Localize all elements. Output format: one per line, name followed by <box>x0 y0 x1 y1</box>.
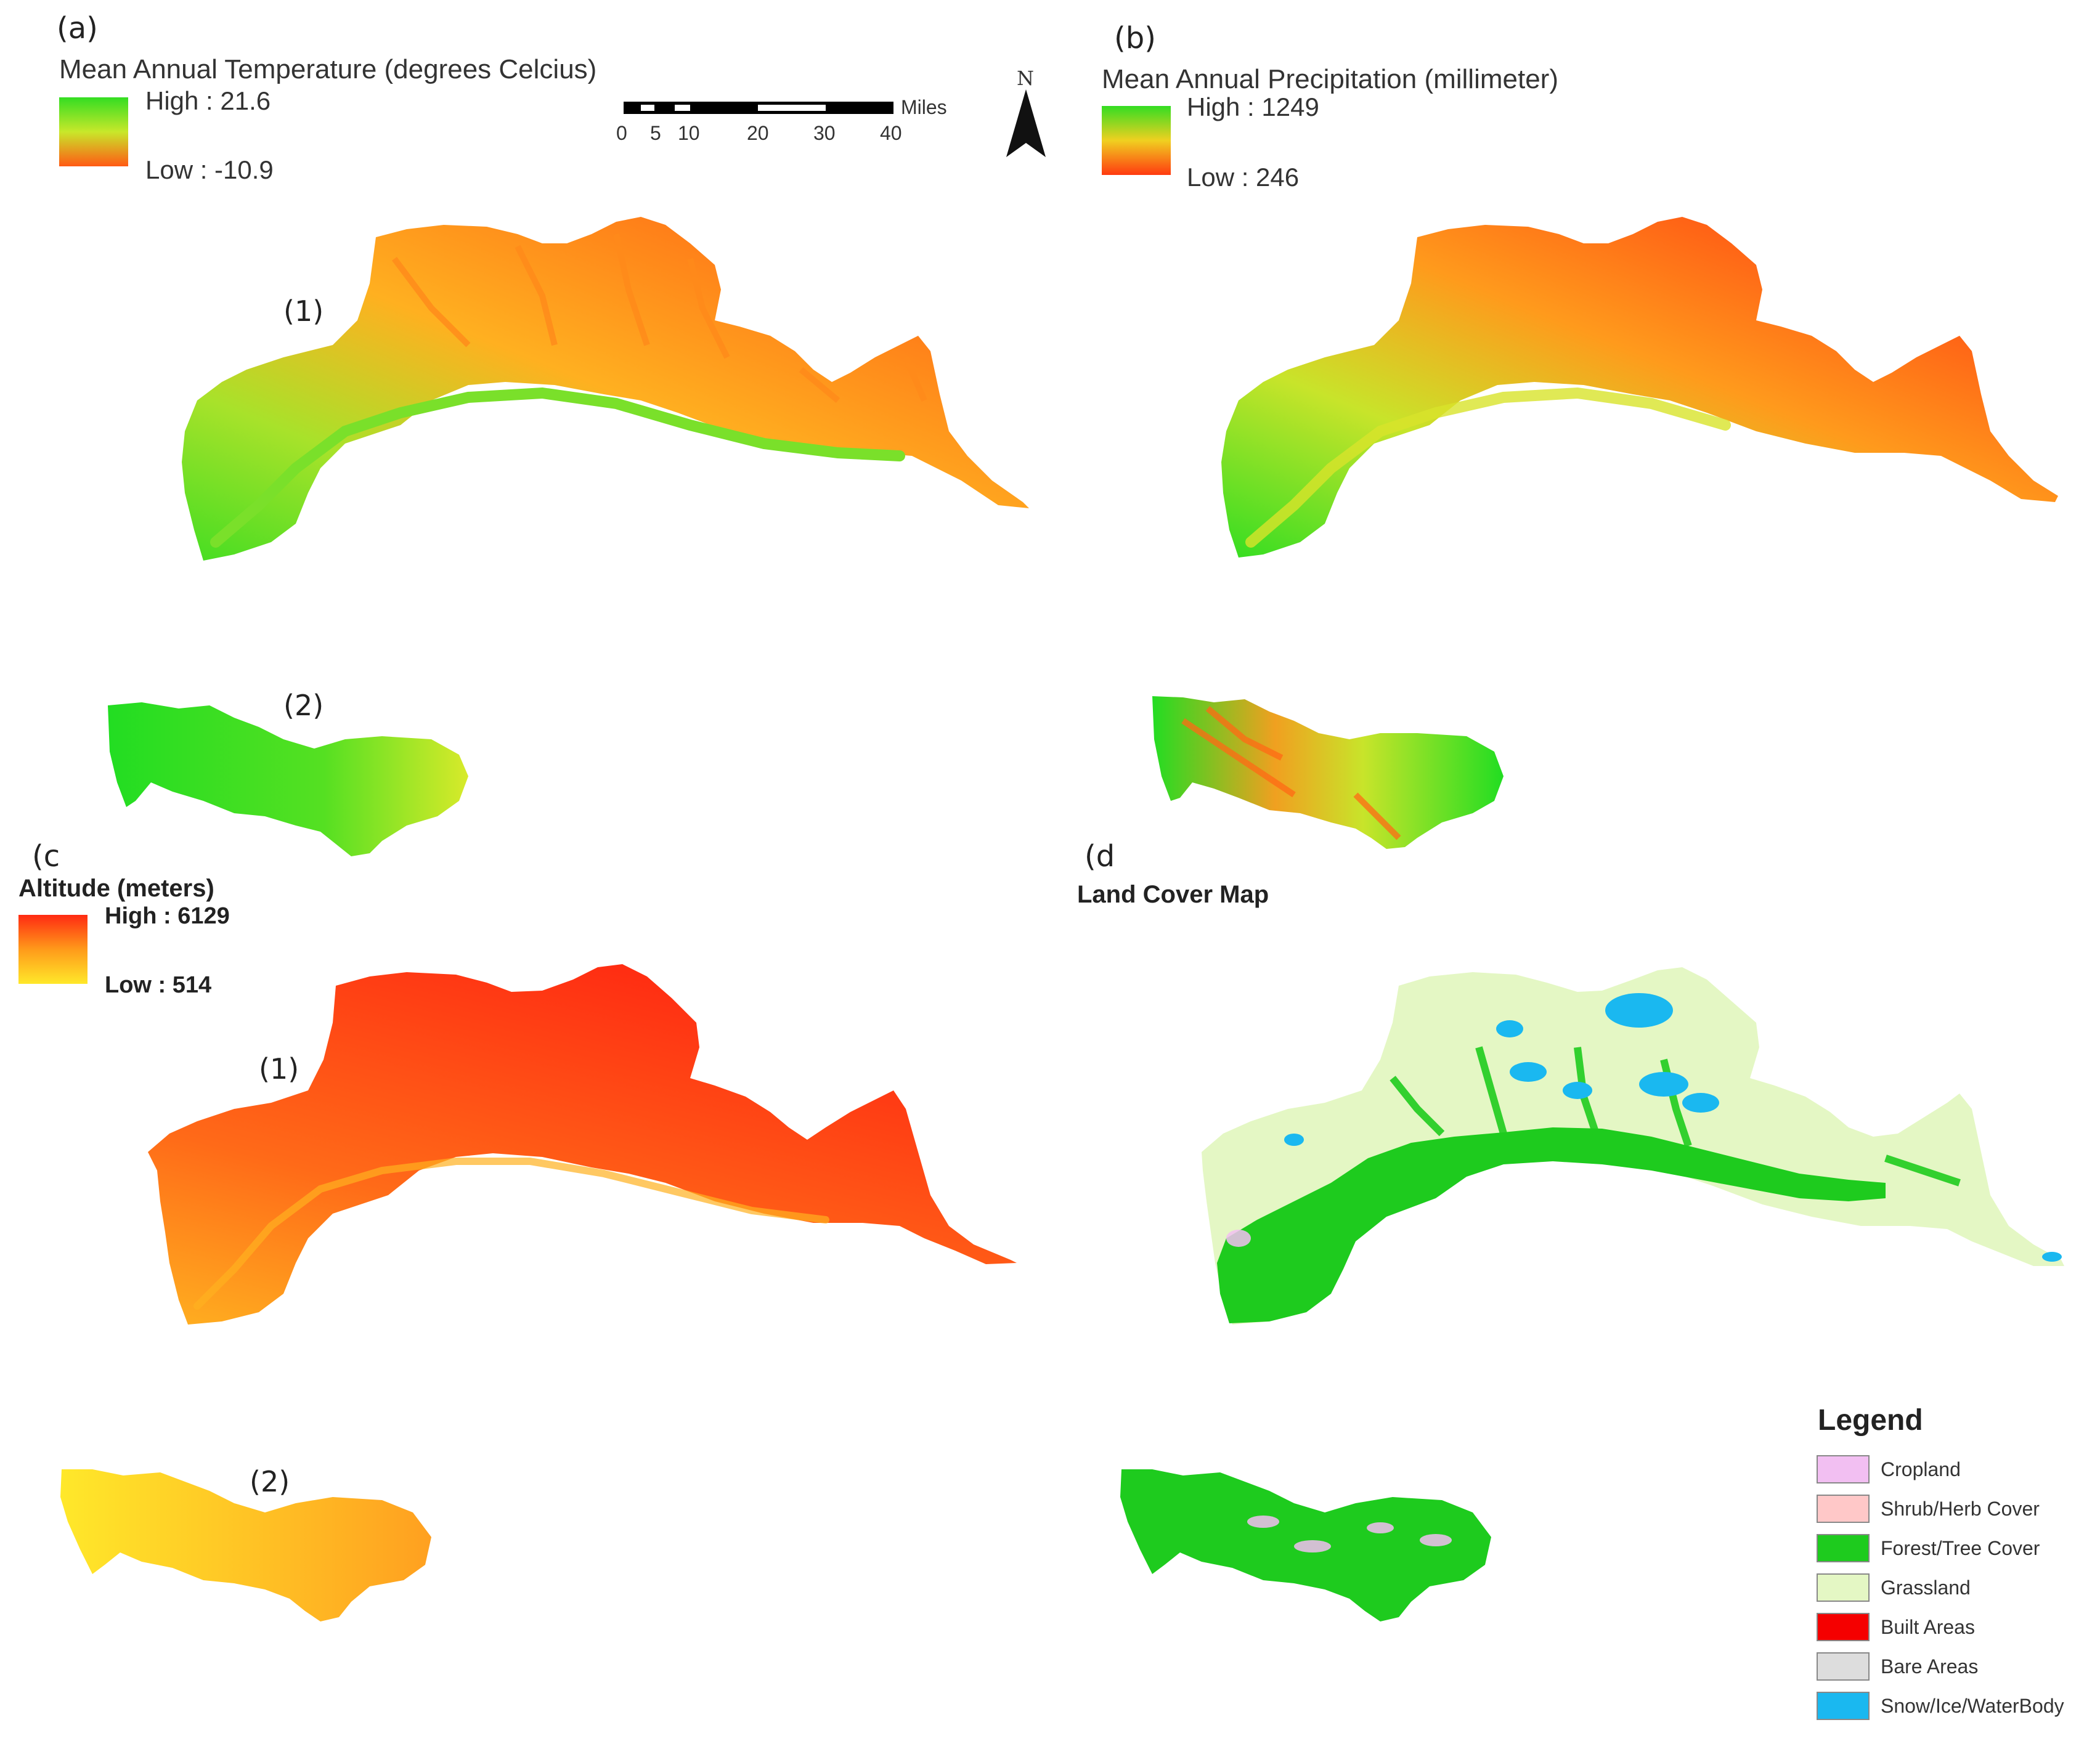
scale-tick-0: 0 <box>616 122 627 144</box>
landcover-legend-item: Shrub/Herb Cover <box>1817 1495 2040 1523</box>
landcover-legend-swatch <box>1817 1573 1870 1602</box>
landcover-legend-swatch <box>1817 1455 1870 1483</box>
landcover-legend-item: Cropland <box>1817 1455 1961 1483</box>
altitude-legend-high: High : 6129 <box>105 903 230 929</box>
panel-a-title: Mean Annual Temperature (degrees Celcius… <box>59 54 597 84</box>
precipitation-main-watershed <box>1221 217 2058 558</box>
altitude-legend-low: Low : 514 <box>105 972 212 998</box>
precipitation-small-watershed <box>1152 696 1504 849</box>
altitude-main-watershed <box>148 964 1017 1325</box>
temperature-valley-line <box>210 387 905 548</box>
precipitation-valley-line <box>1245 387 1731 548</box>
precipitation-legend-low: Low : 246 <box>1187 163 1300 192</box>
landcover-snow-patches <box>1284 993 2062 1262</box>
temperature-main-watershed <box>182 217 1029 561</box>
panel-c-tag: (c <box>32 839 60 874</box>
temperature-small-watershed <box>108 702 468 856</box>
landcover-legend-label: Built Areas <box>1881 1615 1975 1638</box>
altitude-color-ramp <box>18 915 88 984</box>
panel-a-region-2-label: (2) <box>283 689 324 722</box>
temperature-color-ramp <box>59 97 128 166</box>
panel-d-title: Land Cover Map <box>1077 881 1269 908</box>
landcover-legend-label: Snow/Ice/WaterBody <box>1881 1694 2064 1717</box>
scale-bar <box>624 102 893 114</box>
landcover-legend-label: Cropland <box>1881 1458 1961 1480</box>
landcover-legend-label: Grassland <box>1881 1576 1971 1599</box>
landcover-legend-item: Bare Areas <box>1817 1652 1978 1681</box>
panel-d-tag: (d <box>1085 839 1115 874</box>
north-arrow-label: N <box>1017 67 1034 90</box>
landcover-legend-label: Shrub/Herb Cover <box>1881 1497 2040 1520</box>
landcover-legend-item: Built Areas <box>1817 1613 1975 1641</box>
temperature-ridge-line <box>392 233 927 403</box>
scale-tick-40: 40 <box>880 122 902 144</box>
landcover-legend-title: Legend <box>1818 1404 1923 1437</box>
landcover-legend-item: Grassland <box>1817 1573 1971 1602</box>
altitude-valley-line <box>193 1158 829 1310</box>
landcover-legend-label: Forest/Tree Cover <box>1881 1536 2040 1559</box>
panel-a-region-1-label: (1) <box>283 294 324 328</box>
landcover-legend-swatch <box>1817 1692 1870 1720</box>
landcover-legend-label: Bare Areas <box>1881 1655 1979 1678</box>
panel-c-region-2-label: (2) <box>250 1465 290 1498</box>
temperature-legend-low: Low : -10.9 <box>145 155 274 184</box>
altitude-small-watershed <box>60 1469 431 1621</box>
panel-a-tag: (a) <box>57 11 98 46</box>
scale-tick-20: 20 <box>747 122 769 144</box>
scale-tick-30: 30 <box>813 122 836 144</box>
precipitation-color-ramp <box>1102 106 1171 175</box>
landcover-legend-item: Forest/Tree Cover <box>1817 1534 2040 1562</box>
panel-c-region-1-label: (1) <box>259 1052 299 1086</box>
landcover-forest-main <box>1217 1127 1886 1323</box>
precipitation-legend-high: High : 1249 <box>1187 92 1319 121</box>
temperature-legend-high: High : 21.6 <box>145 86 271 115</box>
landcover-cropland-patches <box>1226 1230 1452 1552</box>
panel-c-title: Altitude (meters) <box>18 875 214 902</box>
scale-tick-5: 5 <box>650 122 661 144</box>
landcover-legend-swatch <box>1817 1652 1870 1681</box>
landcover-legend-item: Snow/Ice/WaterBody <box>1817 1692 2064 1720</box>
north-arrow-icon <box>1006 89 1046 157</box>
landcover-legend-swatch <box>1817 1495 1870 1523</box>
landcover-legend-swatch <box>1817 1534 1870 1562</box>
scale-tick-10: 10 <box>678 122 700 144</box>
scale-unit-label: Miles <box>901 96 947 118</box>
panel-b-title: Mean Annual Precipitation (millimeter) <box>1102 64 1558 94</box>
landcover-legend-swatch <box>1817 1613 1870 1641</box>
panel-b-tag: (b) <box>1114 21 1156 55</box>
precipitation-small-dry-streaks <box>1181 706 1401 840</box>
